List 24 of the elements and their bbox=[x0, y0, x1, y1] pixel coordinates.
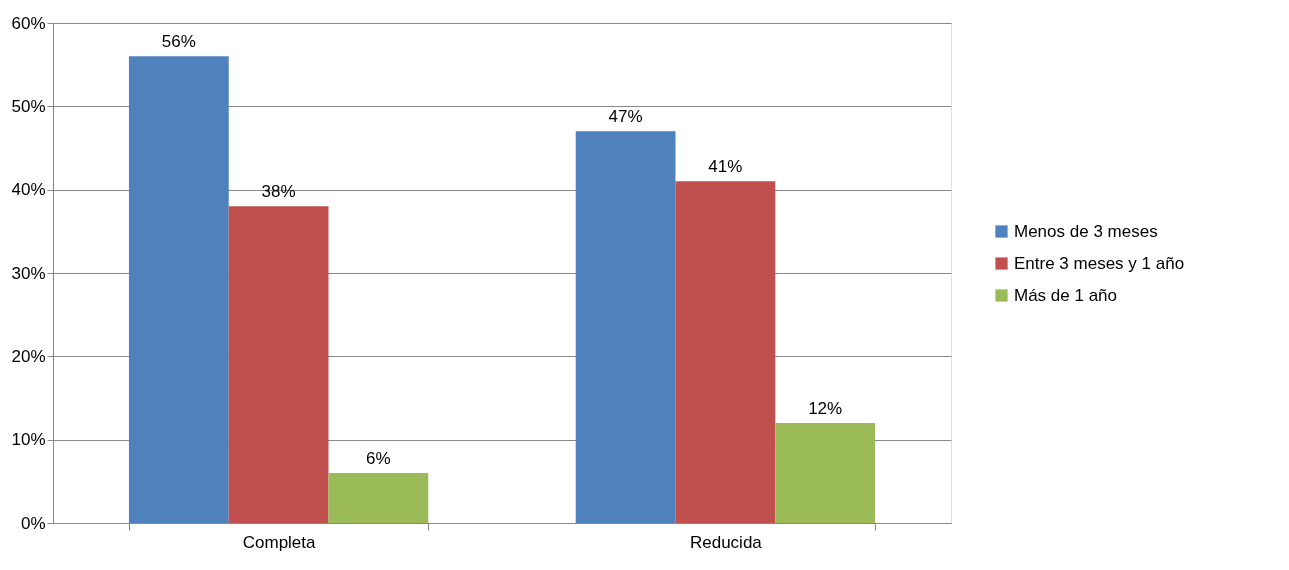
y-tick-label: 50% bbox=[11, 96, 46, 116]
bar bbox=[228, 206, 329, 523]
y-tick-label: 30% bbox=[11, 263, 46, 283]
bar bbox=[328, 473, 429, 523]
y-tick-label: 10% bbox=[11, 430, 46, 450]
bar bbox=[128, 56, 229, 523]
data-label: 12% bbox=[808, 399, 843, 418]
data-label: 6% bbox=[366, 449, 391, 468]
y-tick-label: 20% bbox=[11, 346, 46, 366]
bar bbox=[675, 181, 776, 523]
bar bbox=[575, 131, 676, 523]
legend-label: Entre 3 meses y 1 año bbox=[1014, 253, 1185, 273]
y-tick-label: 40% bbox=[11, 180, 46, 200]
data-label: 38% bbox=[261, 182, 296, 202]
data-label: 41% bbox=[708, 157, 743, 177]
y-tick-label: 60% bbox=[11, 13, 46, 33]
legend-label: Más de 1 año bbox=[1014, 285, 1118, 305]
x-tick-label: Reducida bbox=[689, 532, 763, 552]
y-tick-label: 0% bbox=[20, 513, 46, 533]
bar bbox=[775, 423, 876, 523]
data-label: 47% bbox=[608, 107, 643, 127]
legend-label: Menos de 3 meses bbox=[1014, 221, 1158, 241]
x-tick-label: Completa bbox=[242, 532, 317, 552]
data-label: 56% bbox=[161, 32, 196, 52]
